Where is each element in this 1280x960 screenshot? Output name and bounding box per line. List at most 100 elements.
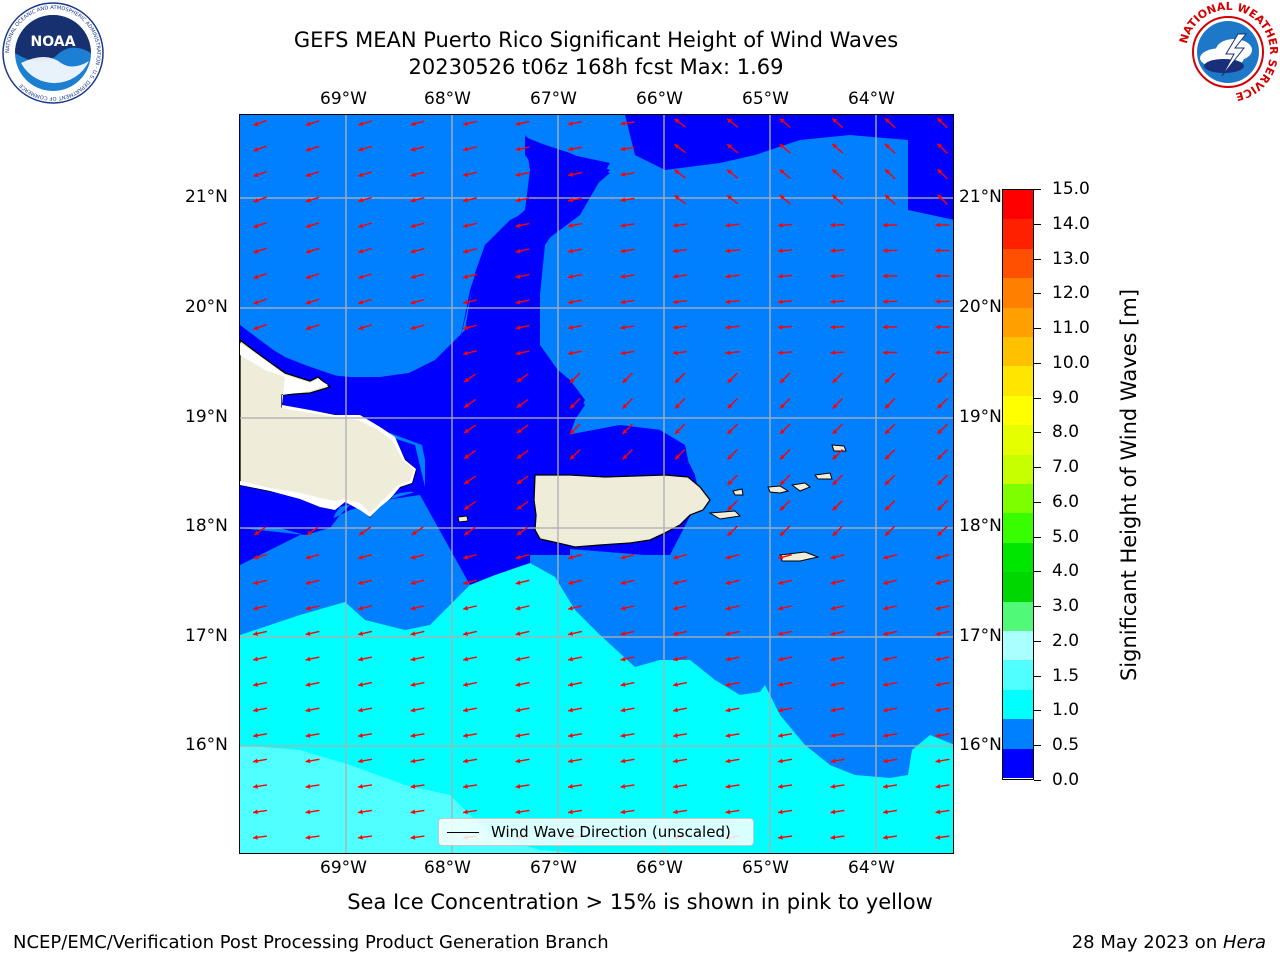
- wave-direction-arrowhead: [463, 325, 469, 330]
- wave-direction-arrowhead: [305, 656, 311, 662]
- wave-direction-arrowhead: [253, 300, 259, 305]
- wave-direction-arrowhead: [620, 631, 626, 636]
- wave-direction-arrowhead: [568, 350, 573, 356]
- wave-direction-arrowhead: [779, 143, 785, 149]
- wave-direction-arrowhead: [515, 656, 521, 662]
- wave-direction-arrowhead: [358, 834, 363, 840]
- wave-direction-arrowhead: [515, 146, 521, 152]
- wave-direction-arrowhead: [830, 707, 836, 713]
- wave-direction-arrowhead: [410, 248, 416, 254]
- wave-direction-arrowhead: [832, 118, 838, 124]
- wave-direction-arrowhead: [253, 147, 259, 152]
- wave-direction-arrowhead: [253, 758, 258, 764]
- wave-direction-arrowhead: [674, 118, 680, 124]
- colorbar-tick-mark: [1034, 293, 1041, 295]
- wave-direction-arrowhead: [620, 707, 626, 713]
- wave-direction-arrowhead: [832, 454, 838, 460]
- virgin-islands: [457, 444, 847, 562]
- title-line-1: GEFS MEAN Puerto Rico Significant Height…: [293, 28, 899, 52]
- wave-direction-arrowhead: [725, 631, 731, 636]
- wave-direction-arrowhead: [883, 707, 888, 713]
- lat-right-label: 16°N: [959, 735, 1002, 755]
- wave-direction-arrowhead: [935, 707, 941, 713]
- wave-direction-arrowhead: [358, 580, 364, 585]
- wave-direction-arrowhead: [778, 682, 783, 687]
- lat-right-label: 20°N: [959, 297, 1002, 317]
- wave-direction-arrowhead: [463, 809, 468, 815]
- wave-direction-arrowhead: [463, 248, 469, 254]
- wave-direction-arrowhead: [358, 682, 363, 687]
- lon-bottom-label: 65°W: [742, 858, 789, 878]
- noaa-wordmark: NOAA: [31, 34, 76, 50]
- wave-direction-arrowhead: [410, 605, 416, 611]
- wave-direction-arrowhead: [832, 480, 838, 485]
- wave-direction-arrowhead: [937, 429, 943, 434]
- wave-direction-arrowhead: [253, 682, 258, 687]
- colorbar-segment: [1003, 719, 1033, 750]
- wave-direction-arrowhead: [410, 834, 416, 840]
- colorbar-tick-label: 4.0: [1052, 561, 1080, 582]
- wave-direction-arrowhead: [674, 144, 680, 149]
- wave-direction-arrowhead: [935, 248, 940, 253]
- lon-top-label: 69°W: [320, 89, 367, 109]
- wave-direction-arrowhead: [358, 784, 363, 789]
- wave-direction-arrowhead: [935, 758, 941, 764]
- wave-direction-arrowhead: [778, 580, 784, 585]
- wave-direction-arrowhead: [620, 223, 626, 228]
- wave-direction-arrowhead: [885, 454, 890, 460]
- colorbar-segment: [1003, 248, 1033, 279]
- colorbar-segment: [1003, 572, 1033, 603]
- wave-direction-arrowhead: [358, 121, 364, 127]
- noaa-logo: NOAA NATIONAL OCEANIC AND ATMOSPHERIC AD…: [1, 1, 105, 105]
- lat-left-label: 19°N: [185, 407, 228, 427]
- wave-direction-arrowhead: [410, 580, 416, 585]
- wave-direction-arrowhead: [935, 299, 940, 304]
- wave-direction-arrowhead: [832, 505, 838, 511]
- wave-direction-arrowhead: [253, 605, 259, 611]
- wave-direction-arrowhead: [464, 428, 470, 434]
- wave-direction-arrowhead: [305, 274, 311, 280]
- colorbar-tick-label: 9.0: [1052, 387, 1080, 408]
- wave-direction-arrowhead: [515, 758, 521, 764]
- wave-direction-arrowhead: [830, 580, 836, 585]
- wave-direction-arrowhead: [463, 733, 468, 738]
- wave-direction-arrowhead: [358, 631, 363, 636]
- wave-direction-arrowhead: [937, 531, 943, 536]
- wave-direction-arrowhead: [463, 350, 469, 356]
- wave-direction-arrowhead: [410, 197, 416, 203]
- colorbar-tick-mark: [1034, 710, 1041, 712]
- wave-direction-arrowhead: [830, 350, 836, 356]
- wave-direction-arrowhead: [515, 733, 521, 738]
- wave-direction-arrowhead: [463, 605, 469, 611]
- wave-direction-arrowhead: [515, 784, 521, 789]
- lat-right-label: 18°N: [959, 516, 1002, 536]
- wave-direction-arrowhead: [464, 530, 470, 536]
- wave-direction-arrowhead: [516, 505, 522, 510]
- wave-direction-arrowhead: [937, 378, 943, 383]
- wave-direction-arrowhead: [358, 325, 364, 331]
- wave-direction-arrowhead: [253, 121, 259, 127]
- wave-direction-arrowhead: [883, 656, 888, 662]
- wave-direction-arrowhead: [253, 274, 259, 280]
- lon-top-label: 65°W: [742, 89, 789, 109]
- lon-bottom-label: 64°W: [848, 858, 895, 878]
- wave-direction-arrowhead: [568, 707, 573, 713]
- wave-direction-arrowhead: [725, 324, 731, 330]
- colorbar-tick-label: 12.0: [1052, 283, 1090, 304]
- wave-direction-arrowhead: [306, 530, 312, 536]
- wave-direction-arrowhead: [830, 554, 836, 560]
- wave-direction-arrowhead: [935, 350, 940, 355]
- wave-direction-arrowhead: [935, 324, 940, 330]
- colorbar: [1002, 189, 1034, 780]
- wave-direction-arrowhead: [568, 325, 573, 330]
- wave-direction-arrowhead: [410, 784, 416, 789]
- colorbar-segment: [1003, 395, 1033, 426]
- wave-direction-arrowhead: [620, 325, 626, 330]
- wave-direction-arrowhead: [883, 580, 889, 585]
- wave-direction-arrowhead: [253, 784, 258, 789]
- wave-direction-arrowhead: [620, 274, 626, 279]
- wave-direction-arrowhead: [516, 454, 522, 459]
- wave-direction-arrowhead: [725, 350, 731, 356]
- wave-direction-arrowhead: [885, 505, 890, 511]
- wave-direction-arrowhead: [725, 580, 731, 585]
